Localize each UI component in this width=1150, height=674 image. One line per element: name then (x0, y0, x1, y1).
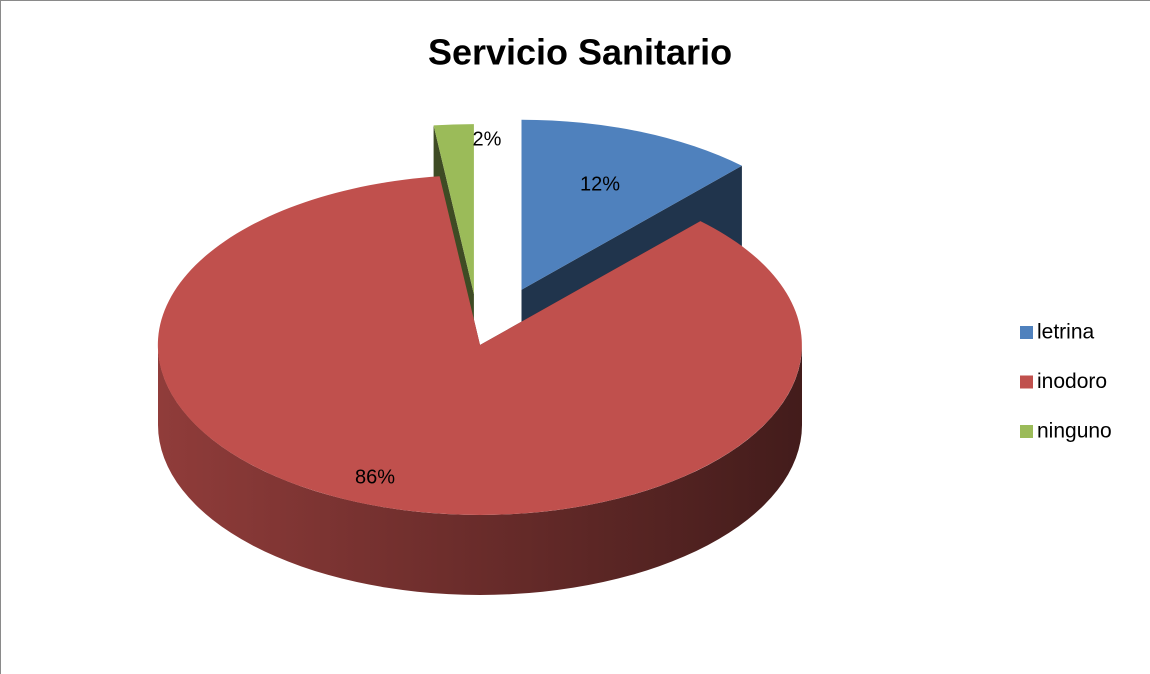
chart-title: Servicio Sanitario (428, 32, 732, 73)
slice-side (158, 345, 802, 595)
legend-swatch (1020, 425, 1033, 438)
legend-label: ninguno (1037, 420, 1112, 443)
legend-label: letrina (1037, 321, 1095, 344)
data-label: 2% (473, 128, 502, 150)
data-label: 12% (580, 173, 620, 195)
legend-swatch (1020, 326, 1033, 339)
pie-slice (521, 119, 742, 290)
legend-label: inodoro (1037, 370, 1107, 393)
pie-slice (157, 176, 802, 515)
legend-swatch (1020, 375, 1033, 389)
data-label: 86% (355, 466, 395, 488)
pie-slice (433, 124, 474, 295)
